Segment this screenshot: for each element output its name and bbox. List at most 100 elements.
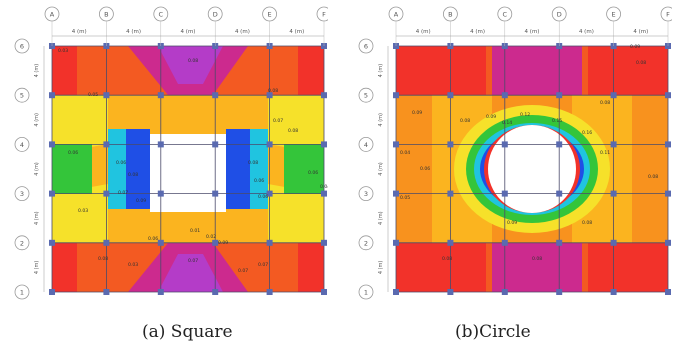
grid-node: [212, 92, 219, 99]
top-dimension: 4 (m): [525, 29, 540, 35]
value-label: 0.08: [188, 58, 198, 64]
field-below-hole: [108, 209, 268, 243]
side-dimension: 4 (m): [378, 64, 384, 78]
top-dimension: 4 (m): [289, 29, 304, 35]
field-bottom-left-red: [396, 243, 486, 292]
grid-node: [556, 239, 563, 246]
grid-node: [321, 141, 327, 148]
value-label: 0.08: [636, 60, 646, 66]
grid-node: [266, 190, 273, 197]
value-labels: 0.09 0.08 0.09 0.09 0.08 0.08 0.12 0.14 0.15 0.16…: [400, 44, 658, 262]
row-bubble: [14, 235, 30, 251]
row-bubble-label: 2: [20, 239, 24, 247]
grid-node: [49, 92, 55, 99]
grid-node: [103, 141, 110, 148]
grid-node: [49, 289, 55, 295]
row-bubble: [14, 186, 30, 202]
value-label: 0.11: [600, 150, 610, 156]
value-label: 0.14: [502, 120, 512, 126]
side-dimension: 4 (m): [34, 64, 40, 78]
row-bubble: [14, 136, 30, 152]
value-label: 0.09: [218, 240, 228, 246]
field-left-upper: [52, 95, 108, 154]
row-bubble-label: 4: [364, 141, 368, 149]
grid-node: [447, 289, 454, 295]
column-bubble-label: A: [394, 11, 399, 19]
top-dimension: 4 (m): [470, 29, 485, 35]
row-bubble-label: 3: [364, 190, 368, 198]
row-bubble: [358, 136, 374, 152]
field-corner-tr: [298, 46, 324, 95]
grid-node: [610, 92, 617, 99]
grid-node: [49, 141, 55, 148]
field-above-hole: [108, 95, 268, 129]
row-bubble-label: 1: [364, 289, 368, 297]
stress-field: [52, 46, 324, 292]
value-label: 0.06: [254, 178, 264, 184]
value-label: 0.07: [118, 190, 128, 196]
side-dimension: 4 (m): [378, 113, 384, 127]
grid-node: [610, 289, 617, 295]
grid-node: [49, 190, 55, 197]
side-dimension: 4 (m): [34, 211, 40, 225]
row-bubble: [358, 38, 374, 54]
value-label: 0.04: [320, 184, 328, 190]
grid-node: [447, 190, 454, 197]
grid-node: [556, 92, 563, 99]
row-bubble: [358, 87, 374, 103]
field-left-green: [52, 144, 92, 194]
value-label: 0.09: [486, 114, 496, 120]
caption-circle: (b)Circle: [455, 322, 531, 342]
grid-node: [447, 239, 454, 246]
value-label: 0.08: [532, 256, 542, 262]
column-bubble-label: A: [50, 11, 55, 19]
grid-lines: [51, 45, 325, 293]
field-left-lower: [52, 184, 108, 243]
top-dimension: 4 (m): [416, 29, 431, 35]
value-label: 0.07: [188, 258, 198, 264]
value-label: 0.08: [600, 100, 610, 106]
side-dimension: 4 (m): [34, 113, 40, 127]
field-bottom-purple: [158, 254, 223, 292]
field-corner-tl: [52, 46, 77, 95]
grid-node: [501, 289, 508, 295]
circle-opening: [488, 125, 576, 213]
column-bubble-label: F: [322, 11, 326, 19]
grid-node: [103, 190, 110, 197]
value-label: 0.07: [273, 118, 283, 124]
top-dimension: 4 (m): [72, 29, 87, 35]
column-bubble-label: C: [159, 11, 164, 19]
field-corner-bl: [52, 243, 77, 292]
grid-node: [266, 289, 273, 295]
value-label: 0.08: [128, 172, 138, 178]
grid-node: [665, 190, 671, 197]
field-right-green: [284, 144, 324, 194]
grid-node: [321, 239, 327, 246]
grid-node: [556, 289, 563, 295]
value-label: 0.08: [268, 88, 278, 94]
grid-node: [321, 190, 327, 197]
grid-node: [393, 239, 399, 246]
value-label: 0.12: [520, 112, 530, 118]
field-right-blue: [226, 129, 250, 209]
top-dimension: 4 (m): [579, 29, 594, 35]
grid-node: [212, 289, 219, 295]
column-bubble-label: E: [612, 11, 616, 19]
stress-field: [396, 46, 668, 292]
panel-circle-opening: A B C D E F 4 (m) 4 (m) 4 (m) 4 (m) 4 (m) 6 5 4 3 2 1 4 (…: [352, 4, 672, 304]
grid-node: [447, 92, 454, 99]
column-bubble-label: C: [503, 11, 508, 19]
grid-node: [393, 141, 399, 148]
column-bubble-label: E: [268, 11, 272, 19]
top-dimension: 4 (m): [126, 29, 141, 35]
grid-node: [501, 141, 508, 148]
side-dimension: 4 (m): [34, 162, 40, 176]
row-bubble-label: 1: [20, 289, 24, 297]
grid-node: [103, 289, 110, 295]
row-bubble-label: 5: [20, 92, 24, 100]
row-bubble-label: 6: [364, 43, 368, 51]
side-dimension: 4 (m): [378, 211, 384, 225]
grid-node: [212, 239, 219, 246]
value-label: 0.09: [136, 198, 146, 204]
field-top-right-red: [588, 46, 668, 95]
